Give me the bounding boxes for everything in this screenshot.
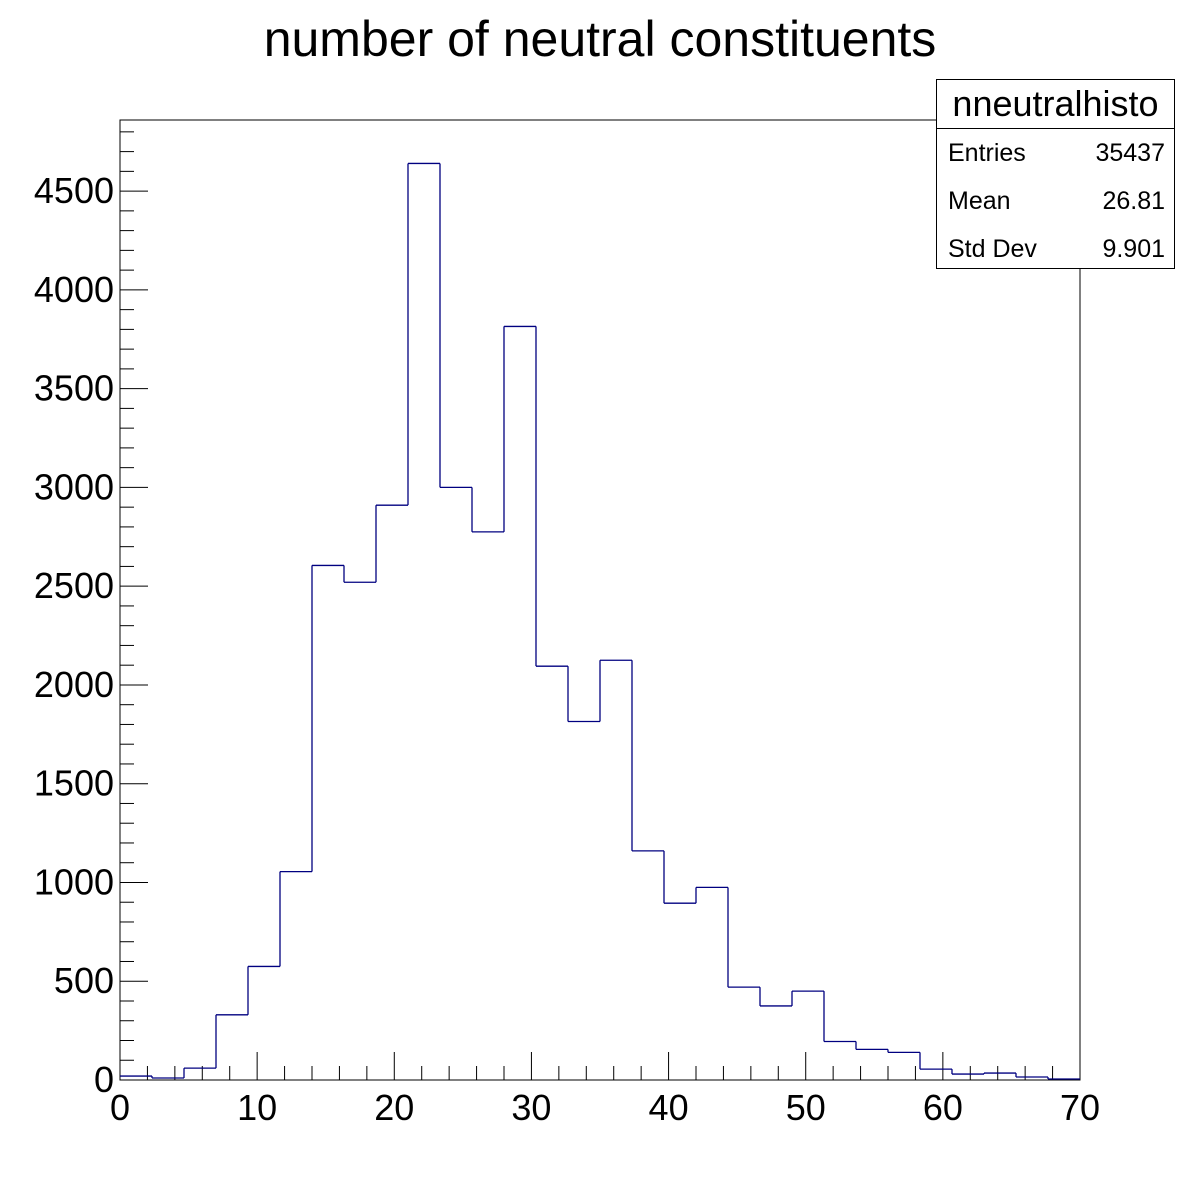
stats-box: nneutralhisto Entries 35437 Mean 26.81 S… — [936, 79, 1175, 269]
y-tick-label: 3500 — [34, 368, 114, 409]
x-tick-label: 10 — [237, 1087, 277, 1128]
chart-title: number of neutral constituents — [263, 11, 937, 67]
histogram-bins — [120, 162, 1080, 1080]
stats-label: Std Dev — [948, 235, 1037, 263]
plot-border — [119, 119, 1081, 1081]
x-tick-label: 40 — [649, 1087, 689, 1128]
y-tick-label: 3000 — [34, 466, 114, 507]
y-tick-label: 500 — [54, 960, 114, 1001]
x-tick-label: 60 — [923, 1087, 963, 1128]
y-axis: 0 500 1000 1500 2000 2500 3000 3500 4000 4500 — [34, 131, 148, 1100]
stats-label: Entries — [948, 139, 1026, 167]
y-tick-label: 2000 — [34, 664, 114, 705]
stats-label: Mean — [948, 187, 1011, 215]
y-tick-label: 0 — [94, 1059, 114, 1100]
x-tick-label: 70 — [1060, 1087, 1100, 1128]
stats-row-entries: Entries 35437 — [937, 129, 1174, 177]
stats-value: 26.81 — [1102, 187, 1165, 215]
y-tick-label: 4000 — [34, 269, 114, 310]
stats-row-std-dev: Std Dev 9.901 — [937, 225, 1174, 273]
x-tick-label: 50 — [786, 1087, 826, 1128]
y-tick-label: 1000 — [34, 861, 114, 902]
x-tick-label: 0 — [110, 1087, 130, 1128]
x-tick-label: 30 — [511, 1087, 551, 1128]
stats-row-mean: Mean 26.81 — [937, 177, 1174, 225]
y-tick-label: 4500 — [34, 170, 114, 211]
plot-frame — [119, 119, 1081, 1081]
x-tick-label: 20 — [374, 1087, 414, 1128]
stats-histogram-name: nneutralhisto — [937, 80, 1174, 129]
y-tick-label: 1500 — [34, 763, 114, 804]
x-axis: 0 10 20 30 40 50 60 70 — [110, 1052, 1100, 1128]
stats-value: 9.901 — [1102, 235, 1165, 263]
stats-value: 35437 — [1095, 139, 1165, 167]
y-tick-label: 2500 — [34, 565, 114, 606]
